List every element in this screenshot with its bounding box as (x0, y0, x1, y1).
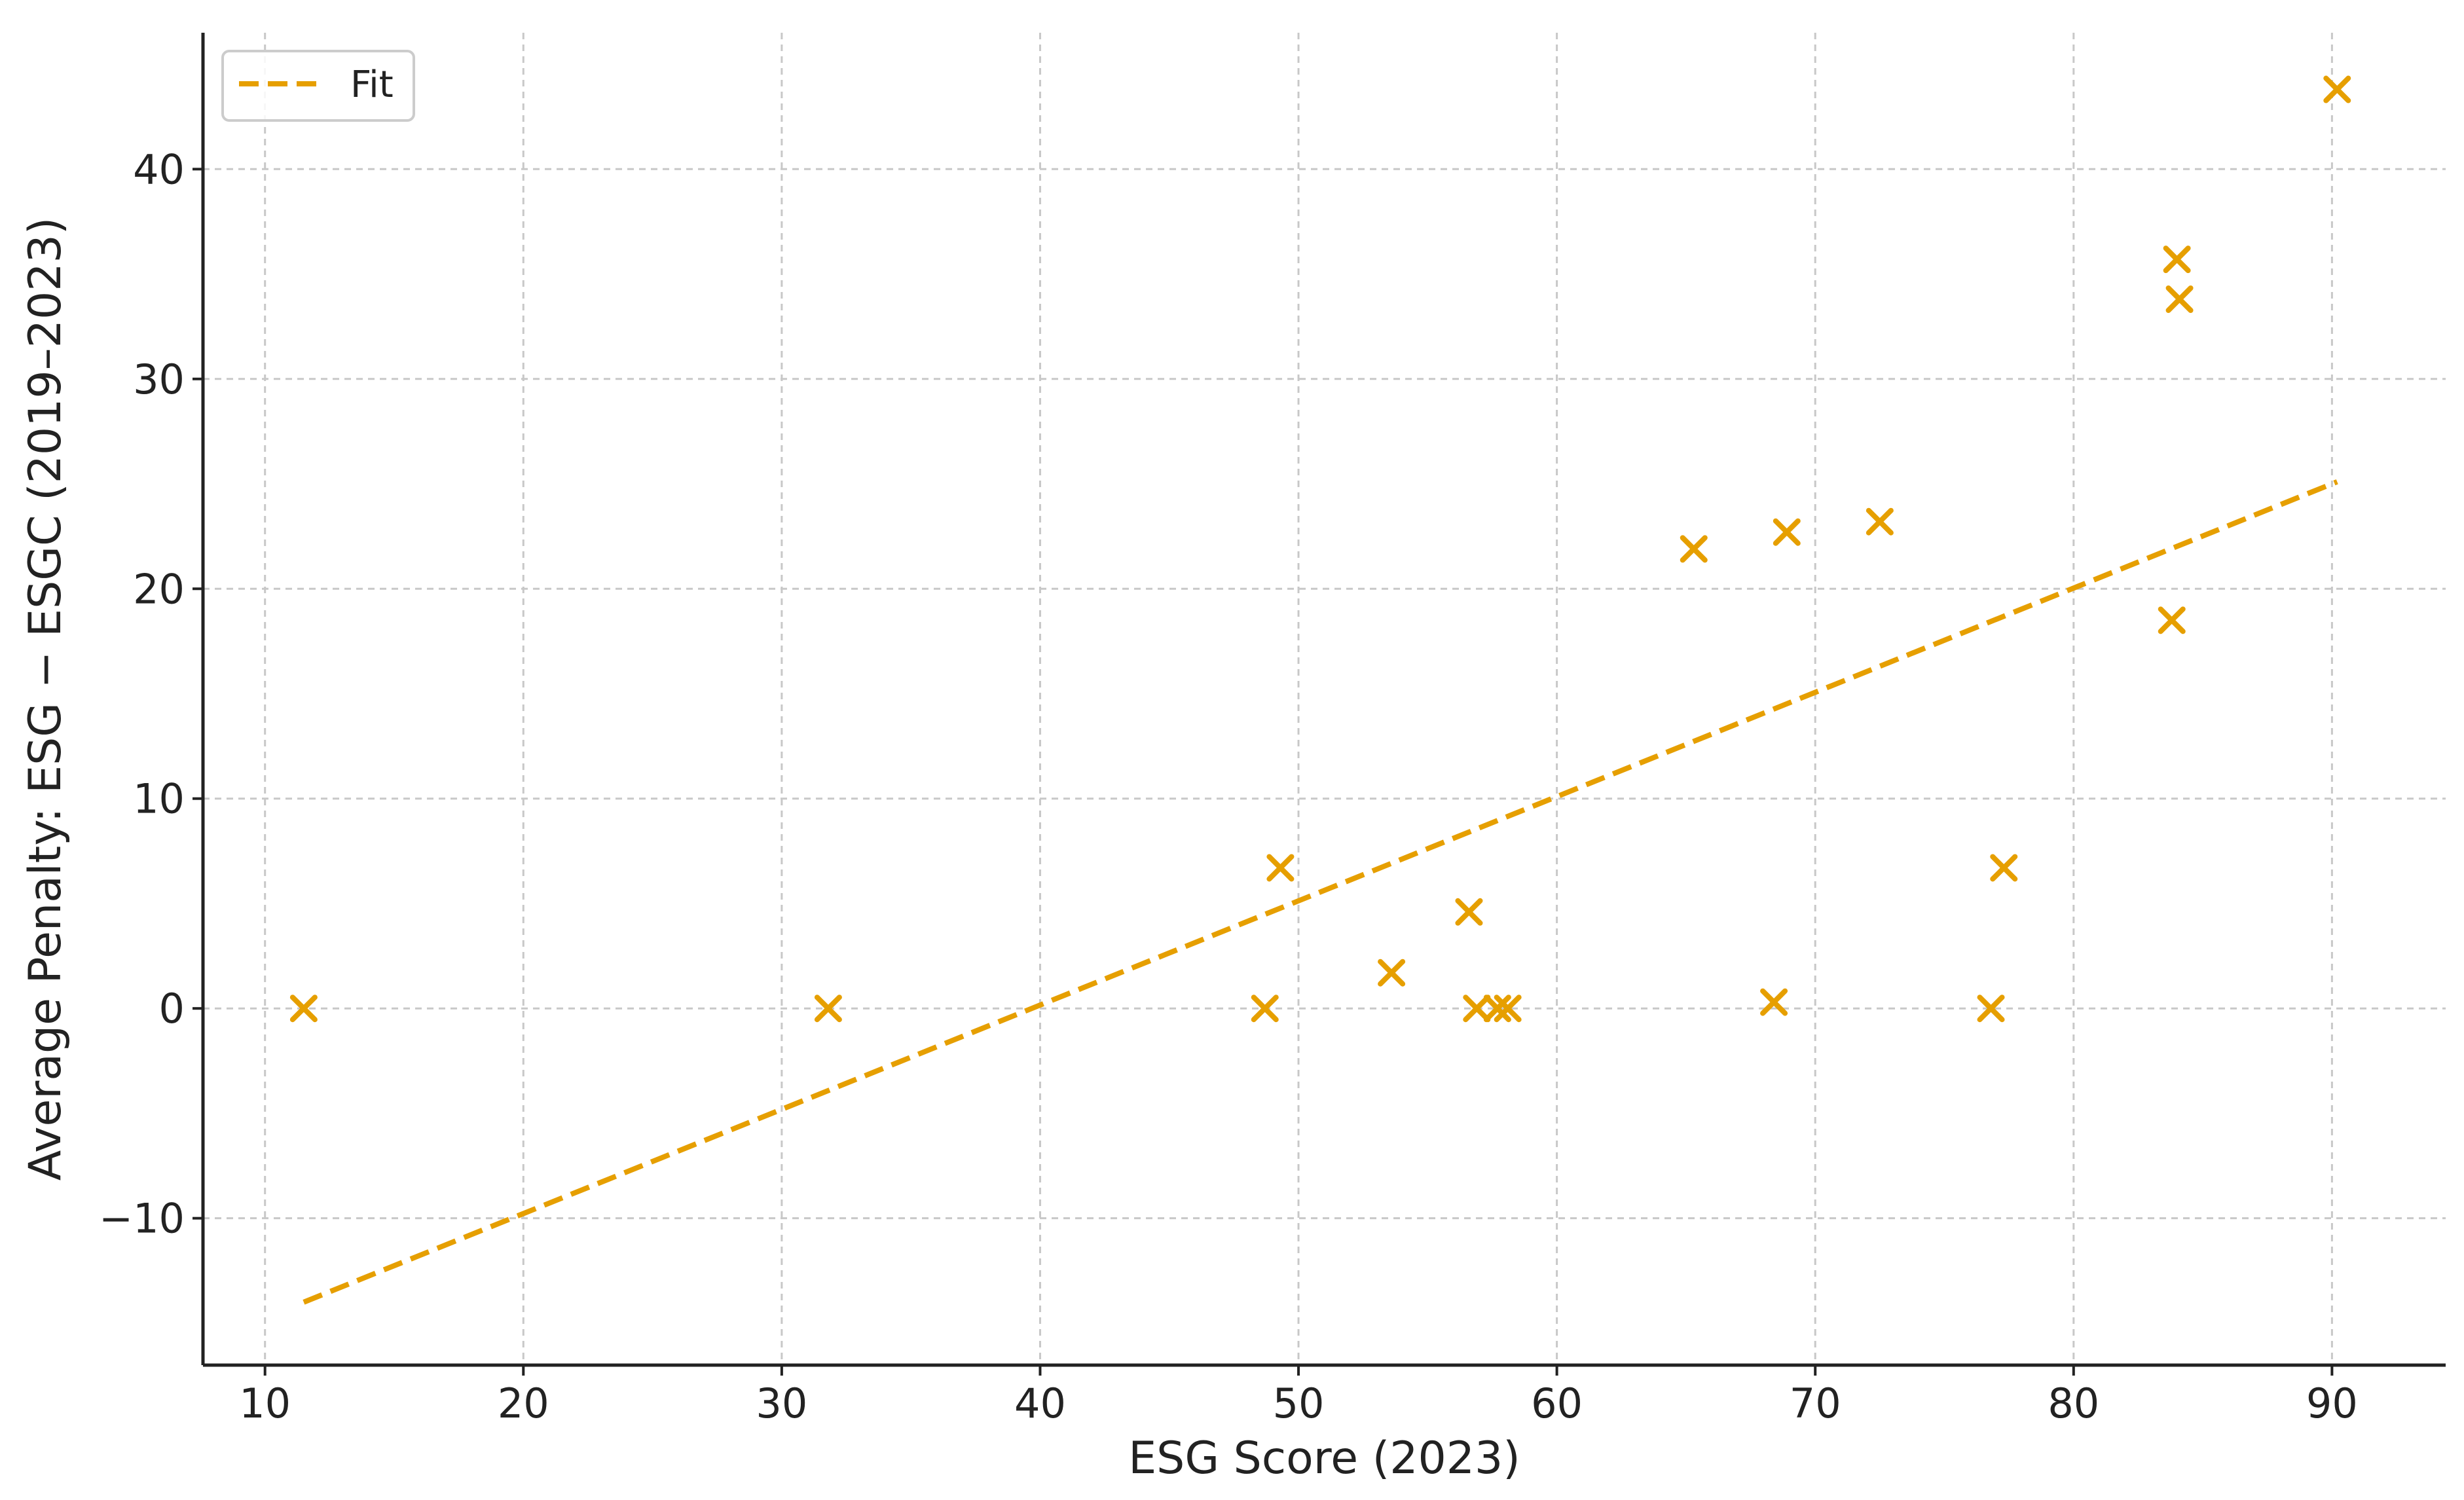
y-tick-label: 20 (133, 565, 185, 613)
data-point-x-marker (1494, 995, 1522, 1023)
grid (203, 33, 2446, 1365)
data-point-x-marker (1483, 995, 1511, 1023)
marker-stroke (1977, 995, 2005, 1023)
marker-stroke (2165, 285, 2194, 313)
marker-stroke (1463, 995, 1491, 1023)
x-axis-label: ESG Score (2023) (1128, 1433, 1520, 1484)
data-point-x-marker (1266, 854, 1295, 882)
x-tick-label: 20 (498, 1380, 549, 1427)
marker-stroke (1773, 518, 1801, 546)
x-tick-label: 90 (2306, 1380, 2358, 1427)
x-tick-label: 70 (1790, 1380, 1841, 1427)
fit-line (303, 479, 2338, 1305)
y-tick-label: 10 (133, 775, 185, 823)
legend: Fit (221, 50, 415, 122)
marker-stroke (2158, 606, 2186, 634)
marker-stroke (1990, 854, 2018, 882)
tick-labels: 10 20 30 40 50 60 70 80 90 −10 0 10 20 30 40 (99, 145, 2358, 1427)
data-point-x-marker (2323, 75, 2351, 103)
legend-fit-label: Fit (350, 64, 394, 106)
marker-stroke (1378, 959, 1406, 987)
x-tick-label: 30 (756, 1380, 807, 1427)
data-point-x-marker (1977, 995, 2005, 1023)
marker-stroke (2163, 246, 2191, 274)
x-tick-label: 50 (1273, 1380, 1325, 1427)
marker-stroke (1494, 995, 1522, 1023)
y-tick-label: −10 (99, 1195, 185, 1243)
axes (193, 33, 2446, 1376)
marker-stroke (2323, 75, 2351, 103)
data-points (289, 75, 2351, 1023)
data-point-x-marker (1463, 995, 1491, 1023)
data-point-x-marker (1773, 518, 1801, 546)
data-point-x-marker (1251, 995, 1279, 1023)
marker-stroke (1266, 854, 1295, 882)
x-tick-label: 80 (2048, 1380, 2099, 1427)
y-tick-label: 40 (133, 145, 185, 193)
y-tick-label: 0 (159, 985, 185, 1033)
data-point-x-marker (1866, 507, 1894, 536)
data-point-x-marker (2163, 246, 2191, 274)
data-point-x-marker (2165, 285, 2194, 313)
marker-stroke (1680, 535, 1708, 563)
marker-stroke (1866, 507, 1894, 536)
marker-stroke (1760, 988, 1788, 1016)
data-point-x-marker (814, 995, 842, 1023)
data-point-x-marker (1760, 988, 1788, 1016)
data-point-x-marker (1378, 959, 1406, 987)
fit-line-layer (303, 479, 2338, 1305)
legend-box (221, 50, 415, 122)
x-tick-label: 60 (1531, 1380, 1583, 1427)
x-tick-label: 40 (1014, 1380, 1066, 1427)
data-point-x-marker (1680, 535, 1708, 563)
marker-stroke (1455, 898, 1483, 926)
y-tick-label: 30 (133, 356, 185, 403)
y-axis-label: Average Penalty: ESG − ESGC (2019–2023) (20, 217, 71, 1181)
marker-stroke (289, 995, 318, 1023)
data-point-x-marker (1990, 854, 2018, 882)
data-point-x-marker (1455, 898, 1483, 926)
marker-stroke (1483, 995, 1511, 1023)
marker-stroke (1251, 995, 1279, 1023)
data-point-x-marker (289, 995, 318, 1023)
marker-stroke (814, 995, 842, 1023)
x-tick-label: 10 (239, 1380, 291, 1427)
data-point-x-marker (2158, 606, 2186, 634)
